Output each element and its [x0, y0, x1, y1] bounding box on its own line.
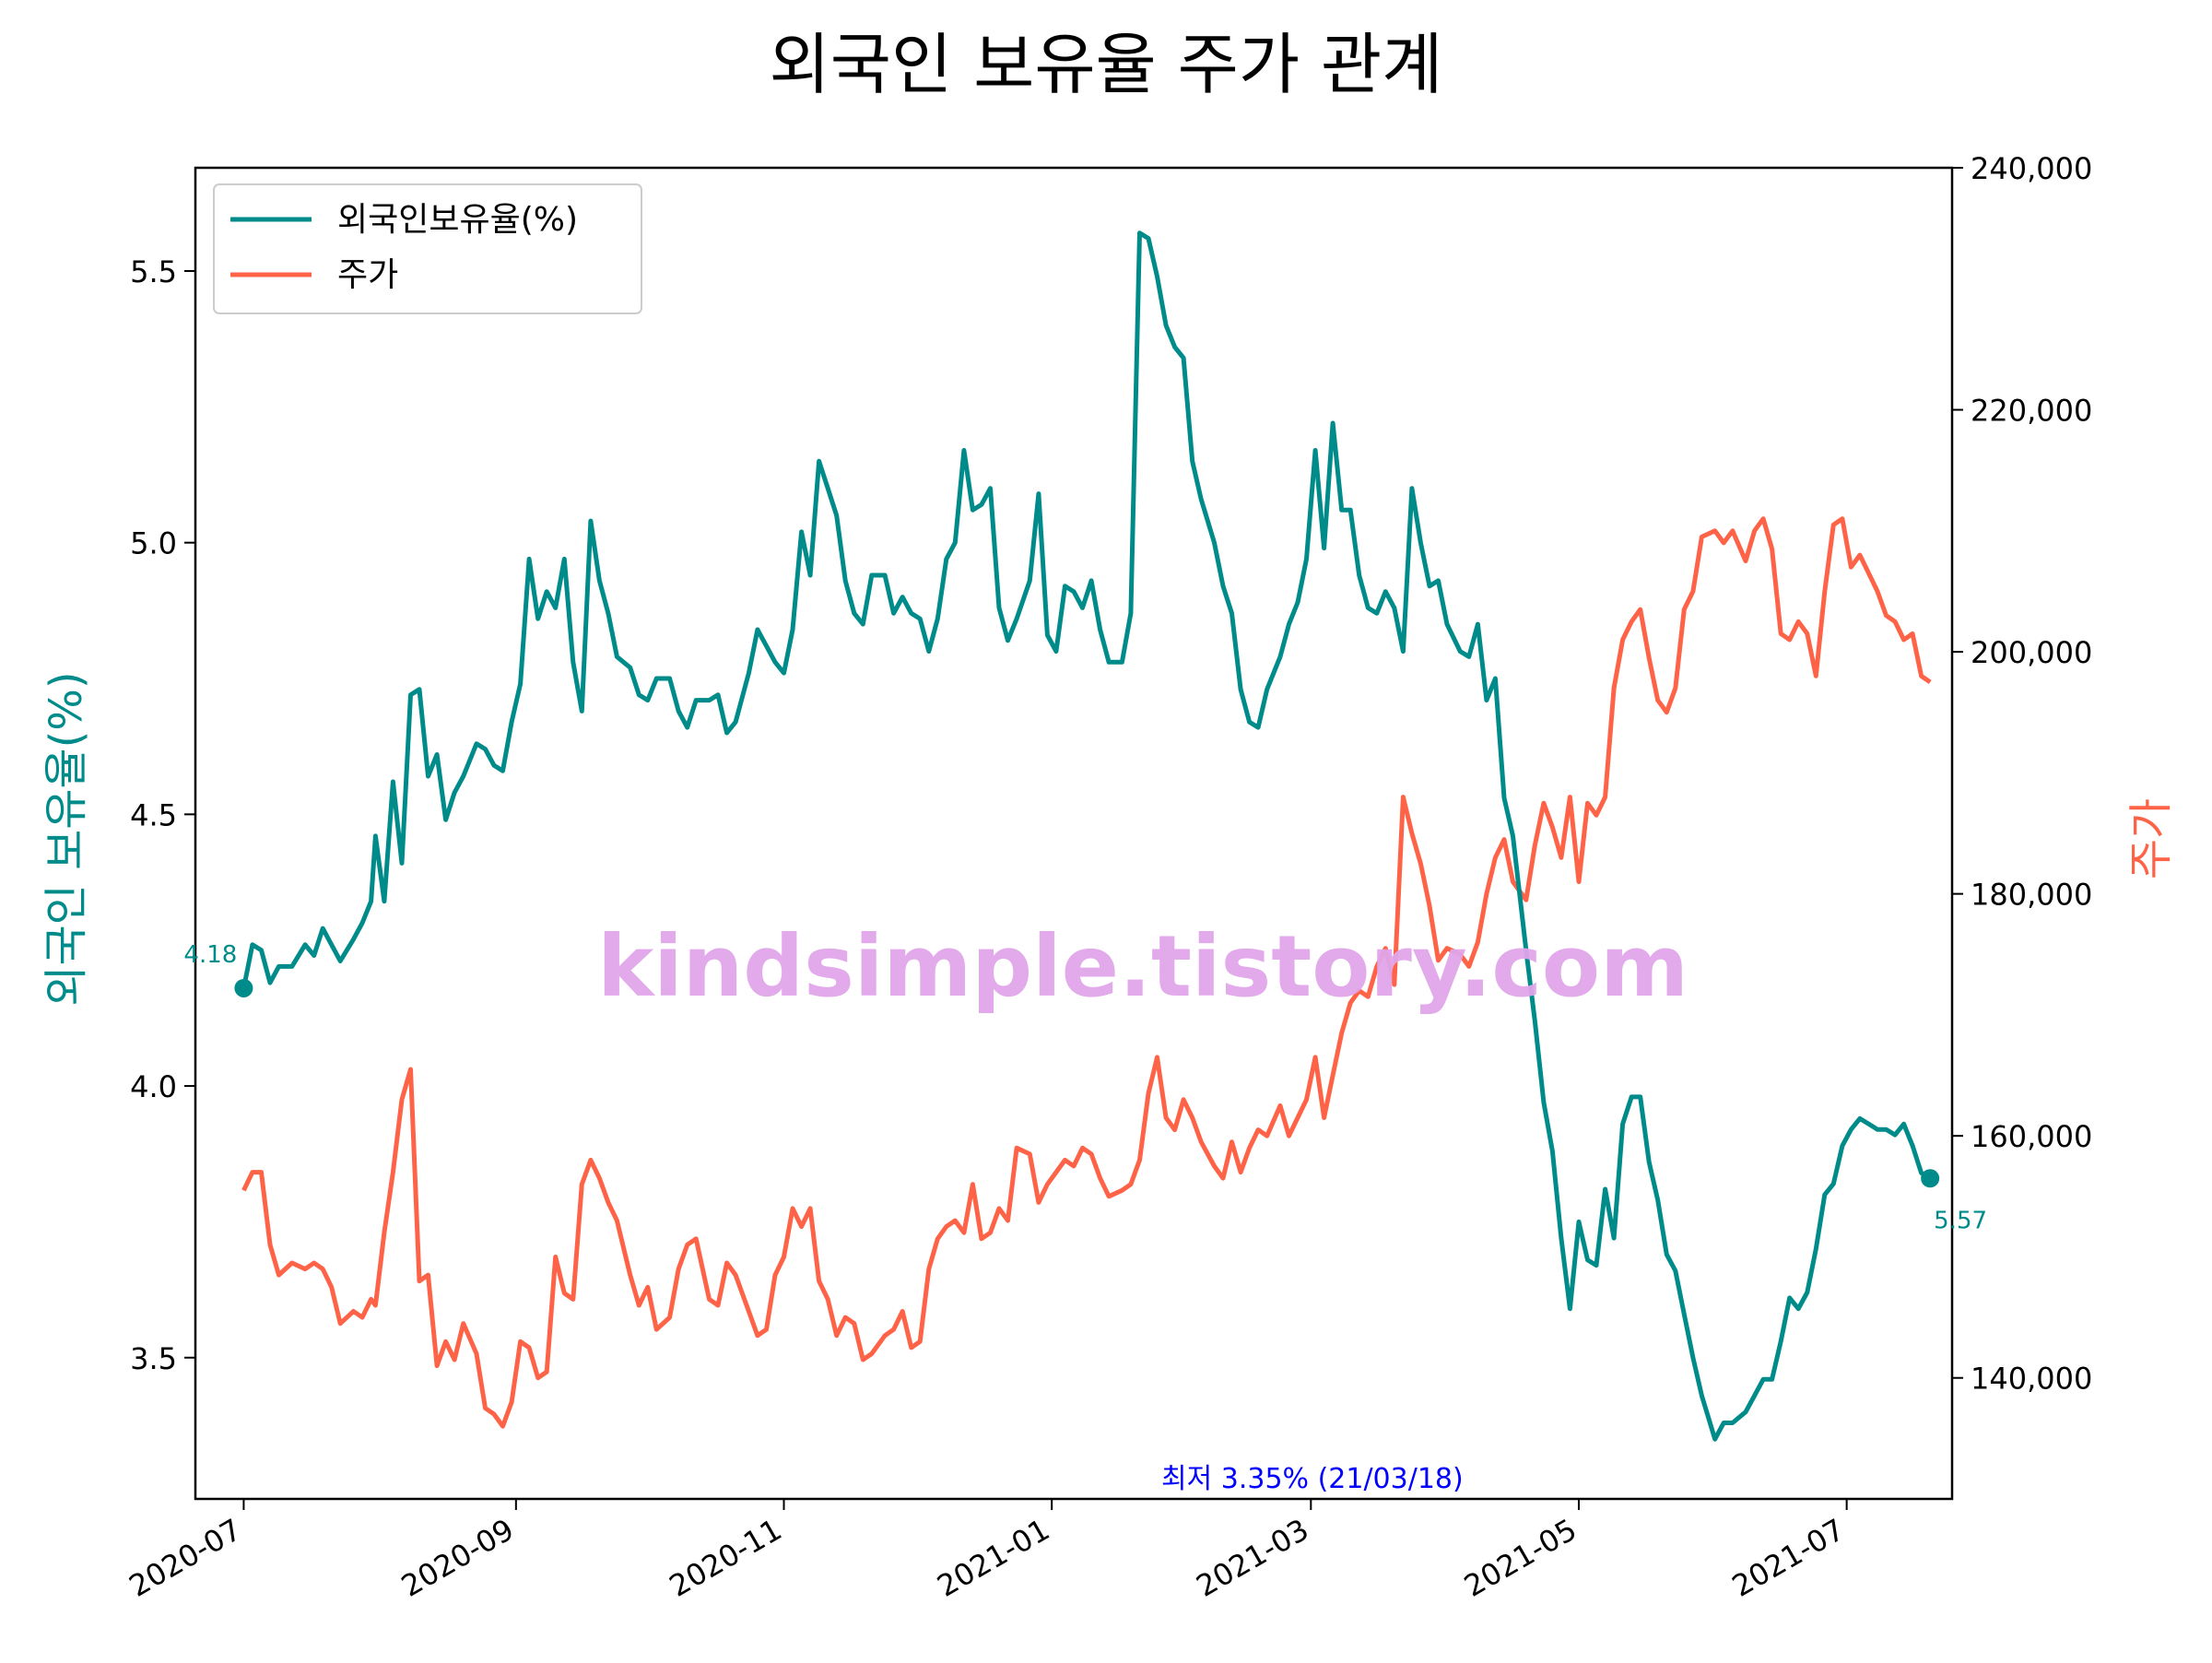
y-axis-right-label: 주가: [2125, 798, 2177, 879]
legend-label: 주가: [337, 256, 398, 294]
x-tick-label: 2020-07: [124, 1512, 248, 1604]
chart-title: 외국인 보유율 주가 관계: [769, 26, 1442, 103]
legend-box: [213, 183, 642, 314]
series-line-price: [241, 516, 1932, 1429]
y-right-tick-label: 160,000: [1971, 1119, 2092, 1154]
y-right-tick-label: 240,000: [1971, 151, 2092, 186]
end-value-label: 5.57: [1934, 1207, 1987, 1234]
plot-frame: [194, 166, 1954, 1501]
x-tick-label: 2021-03: [1191, 1512, 1315, 1604]
y-right-tick-label: 140,000: [1971, 1362, 2092, 1397]
legend-label: 외국인보유율(%): [337, 201, 578, 239]
start-value-label: 4.18: [183, 941, 237, 969]
x-tick-label: 2021-05: [1458, 1512, 1583, 1604]
y-left-tick-label: 4.5: [130, 797, 177, 832]
end-point-marker: [1921, 1169, 1940, 1188]
series-line-foreign-ratio: [241, 230, 1932, 1442]
x-tick-label: 2021-01: [931, 1512, 1055, 1604]
x-tick-label: 2020-11: [664, 1512, 788, 1604]
x-tick-label: 2020-09: [395, 1512, 520, 1604]
y-right-tick-label: 200,000: [1971, 635, 2092, 670]
y-left-tick-label: 4.0: [130, 1069, 177, 1104]
y-left-tick-label: 3.5: [130, 1341, 177, 1376]
y-axis-left-label: 외국인 보유율(%): [41, 671, 92, 1006]
y-right-tick-label: 180,000: [1971, 878, 2092, 913]
y-left-tick-label: 5.5: [130, 254, 177, 289]
y-left-tick-label: 5.0: [130, 526, 177, 561]
plot-layer: 3.5 4.0 4.5 5.0 5.5 140,000 160,000 180,000 200,…: [124, 151, 2093, 1604]
min-value-label: 최저 3.35% (21/03/18): [1161, 1463, 1464, 1495]
y-right-tick-label: 220,000: [1971, 394, 2092, 429]
start-point-marker: [234, 978, 253, 997]
x-tick-label: 2021-07: [1726, 1512, 1851, 1604]
watermark-text: kindsimple.tistory.com: [597, 917, 1688, 1016]
